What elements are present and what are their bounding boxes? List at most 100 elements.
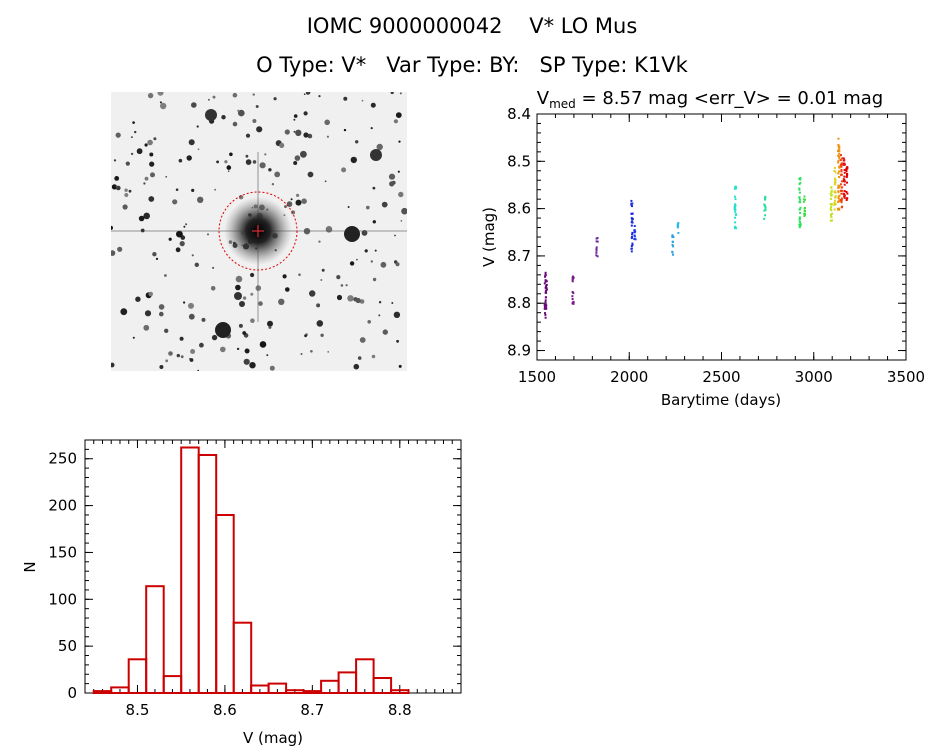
field-star bbox=[316, 303, 321, 308]
field-star bbox=[290, 198, 293, 201]
histogram-chart: 8.5 8.6 8.7 8.8 0 50 100 150 200 250 V (mag) N bbox=[21, 439, 462, 747]
field-star bbox=[111, 184, 117, 190]
field-star bbox=[252, 160, 257, 164]
field-star bbox=[300, 150, 307, 158]
field-star bbox=[124, 188, 128, 192]
field-star bbox=[168, 237, 172, 241]
lc-point bbox=[631, 212, 634, 215]
lc-point bbox=[837, 161, 840, 164]
lc-point bbox=[798, 208, 801, 211]
lc-point bbox=[803, 212, 806, 215]
field-star bbox=[157, 92, 164, 96]
h-xtick-label: 8.7 bbox=[300, 701, 324, 719]
lc-point bbox=[840, 173, 843, 176]
lc-xtick-label: 1500 bbox=[518, 368, 556, 386]
field-star bbox=[320, 333, 324, 337]
field-star bbox=[179, 336, 184, 341]
field-star bbox=[366, 205, 370, 210]
field-star bbox=[309, 290, 316, 297]
lc-point bbox=[837, 137, 840, 140]
field-star bbox=[134, 130, 137, 134]
lc-point bbox=[799, 181, 802, 184]
field-star bbox=[249, 362, 256, 369]
field-star bbox=[164, 328, 169, 333]
field-star bbox=[143, 182, 146, 185]
field-star bbox=[284, 205, 287, 209]
lc-point bbox=[735, 213, 738, 216]
field-star bbox=[268, 168, 272, 172]
field-star bbox=[307, 171, 314, 178]
lc-point bbox=[544, 316, 547, 319]
lc-point bbox=[735, 227, 738, 230]
field-star bbox=[324, 180, 327, 183]
field-star bbox=[389, 181, 395, 187]
h-ytick-label: 250 bbox=[48, 450, 77, 468]
field-star bbox=[378, 314, 381, 317]
field-star bbox=[159, 365, 164, 369]
histogram-bar bbox=[180, 446, 200, 694]
lc-point bbox=[837, 186, 840, 189]
field-star bbox=[388, 173, 396, 180]
lc-point bbox=[838, 170, 841, 173]
lc-point bbox=[630, 221, 633, 223]
lc-point bbox=[544, 312, 546, 315]
field-star bbox=[189, 358, 194, 362]
lc-point bbox=[837, 150, 840, 152]
field-star bbox=[199, 342, 204, 348]
field-star bbox=[327, 351, 330, 353]
histogram-bar bbox=[372, 677, 393, 694]
lc-point bbox=[840, 168, 843, 171]
field-star bbox=[185, 223, 188, 226]
field-star bbox=[165, 359, 169, 363]
lc-point bbox=[834, 171, 837, 174]
lc-ytick-label: 8.5 bbox=[507, 152, 531, 170]
lc-point bbox=[837, 159, 840, 162]
lc-point bbox=[543, 282, 546, 285]
field-star bbox=[401, 207, 407, 215]
lc-point bbox=[845, 170, 848, 173]
lc-point bbox=[799, 206, 802, 209]
lc-point bbox=[572, 275, 574, 278]
field-star bbox=[266, 354, 269, 357]
field-star bbox=[264, 153, 267, 156]
field-star bbox=[238, 323, 243, 328]
lc-point bbox=[798, 191, 801, 194]
field-star bbox=[245, 133, 251, 138]
lc-ytick-label: 8.4 bbox=[507, 105, 531, 123]
lc-ytick-label: 8.9 bbox=[507, 342, 531, 360]
field-star bbox=[372, 186, 376, 190]
lc-point bbox=[734, 216, 737, 219]
field-star bbox=[138, 215, 145, 222]
lc-point bbox=[596, 255, 599, 258]
field-star bbox=[357, 356, 362, 360]
lc-point bbox=[833, 166, 836, 169]
lc-point bbox=[631, 243, 634, 246]
field-star bbox=[303, 132, 309, 138]
light-curve-frame bbox=[536, 113, 907, 361]
lc-point bbox=[763, 203, 766, 206]
field-star bbox=[303, 111, 308, 116]
lc-point bbox=[631, 242, 634, 245]
lc-point bbox=[630, 250, 633, 253]
lc-point bbox=[798, 183, 801, 185]
field-star bbox=[285, 287, 290, 292]
lc-point bbox=[804, 207, 806, 209]
lc-point bbox=[837, 145, 840, 148]
field-star bbox=[340, 284, 344, 287]
lc-point bbox=[633, 225, 636, 227]
lc-point bbox=[834, 179, 837, 181]
field-star bbox=[111, 362, 115, 368]
field-star bbox=[158, 304, 165, 310]
field-star bbox=[282, 274, 287, 279]
field-star bbox=[224, 160, 228, 164]
lc-point bbox=[841, 180, 843, 183]
field-star bbox=[303, 93, 306, 95]
lc-point bbox=[846, 181, 848, 184]
lc-point bbox=[799, 224, 802, 227]
lc-point bbox=[843, 194, 846, 197]
lc-point bbox=[798, 177, 801, 180]
lc-point bbox=[671, 243, 674, 246]
lc-point bbox=[838, 147, 841, 150]
field-star bbox=[242, 296, 247, 300]
lc-point bbox=[571, 280, 574, 283]
